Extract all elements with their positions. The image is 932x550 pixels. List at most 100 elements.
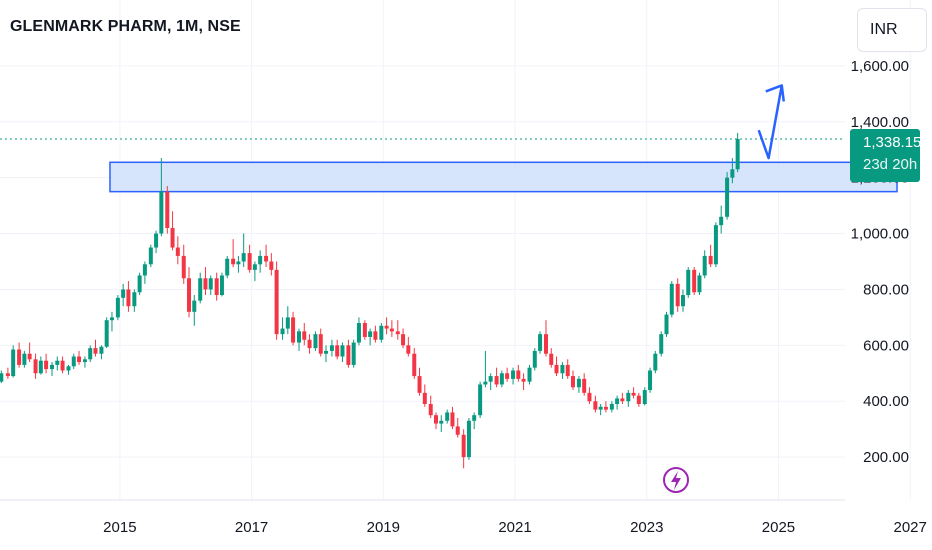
candle-body[interactable] — [362, 322, 367, 337]
candle-body[interactable] — [318, 334, 323, 354]
candle-body[interactable] — [231, 258, 236, 265]
candle-body[interactable] — [401, 334, 406, 346]
candle-body[interactable] — [187, 278, 192, 312]
candle-body[interactable] — [165, 191, 170, 228]
candle-body[interactable] — [159, 191, 164, 234]
candle-body[interactable] — [170, 227, 175, 248]
candle-body[interactable] — [121, 289, 126, 298]
candle-body[interactable] — [258, 255, 263, 265]
candle-body[interactable] — [33, 359, 38, 374]
candle-body[interactable] — [269, 261, 274, 270]
candle-body[interactable] — [88, 348, 93, 360]
candle-body[interactable] — [93, 348, 98, 354]
candle-body[interactable] — [154, 233, 159, 248]
candle-body[interactable] — [280, 328, 285, 335]
candle-body[interactable] — [543, 334, 548, 354]
candle-body[interactable] — [389, 328, 394, 332]
candle-body[interactable] — [719, 216, 724, 226]
candle-body[interactable] — [433, 415, 438, 424]
candle-body[interactable] — [538, 334, 543, 351]
candle-body[interactable] — [549, 353, 554, 365]
candle-body[interactable] — [680, 295, 685, 307]
candle-body[interactable] — [576, 378, 581, 388]
candle-body[interactable] — [373, 331, 378, 340]
candle-body[interactable] — [675, 283, 680, 307]
candle-body[interactable] — [313, 334, 318, 349]
candle-body[interactable] — [274, 269, 279, 335]
candle-body[interactable] — [27, 353, 32, 360]
candle-body[interactable] — [615, 398, 620, 405]
candle-body[interactable] — [379, 325, 384, 340]
candle-body[interactable] — [499, 373, 504, 385]
candle-body[interactable] — [77, 356, 82, 363]
candle-body[interactable] — [560, 364, 565, 374]
candle-body[interactable] — [636, 395, 641, 405]
candle-body[interactable] — [725, 177, 730, 217]
candle-body[interactable] — [669, 283, 674, 315]
candle-body[interactable] — [708, 255, 713, 265]
candle-body[interactable] — [461, 434, 466, 458]
candle-body[interactable] — [472, 415, 477, 421]
candle-body[interactable] — [648, 370, 653, 391]
candle-body[interactable] — [82, 359, 87, 363]
candle-body[interactable] — [368, 331, 373, 337]
candle-body[interactable] — [214, 278, 219, 296]
candle-body[interactable] — [692, 269, 697, 293]
candle-body[interactable] — [17, 349, 22, 365]
candle-body[interactable] — [219, 275, 224, 296]
candle-body[interactable] — [297, 331, 302, 343]
currency-selector[interactable]: INR — [857, 8, 927, 52]
candle-body[interactable] — [71, 356, 76, 367]
candle-body[interactable] — [291, 317, 296, 343]
candle-body[interactable] — [511, 370, 516, 379]
candle-body[interactable] — [329, 345, 334, 351]
candle-body[interactable] — [642, 390, 647, 405]
candle-body[interactable] — [148, 247, 153, 265]
candle-body[interactable] — [115, 297, 120, 318]
candle-body[interactable] — [132, 292, 137, 307]
candle-body[interactable] — [137, 275, 142, 293]
resistance-zone[interactable] — [109, 161, 898, 193]
candle-body[interactable] — [351, 342, 356, 365]
candle-body[interactable] — [609, 404, 614, 410]
candle-body[interactable] — [307, 339, 312, 349]
candle-body[interactable] — [631, 392, 636, 396]
candle-body[interactable] — [478, 384, 483, 416]
candle-body[interactable] — [565, 364, 570, 377]
candle-body[interactable] — [626, 392, 631, 402]
projection-arrow[interactable] — [757, 85, 783, 160]
candle-body[interactable] — [50, 364, 55, 370]
candle-body[interactable] — [252, 264, 257, 270]
candle-body[interactable] — [236, 261, 241, 265]
candle-body[interactable] — [735, 139, 740, 170]
candle-body[interactable] — [659, 334, 664, 354]
candle-body[interactable] — [587, 392, 592, 402]
candle-body[interactable] — [324, 350, 329, 354]
candle-body[interactable] — [730, 169, 735, 178]
candle-body[interactable] — [554, 364, 559, 374]
candle-body[interactable] — [192, 300, 197, 312]
candle-body[interactable] — [60, 360, 65, 371]
candle-body[interactable] — [412, 353, 417, 377]
candle-body[interactable] — [582, 378, 587, 393]
candle-body[interactable] — [340, 345, 345, 357]
candle-body[interactable] — [109, 317, 114, 321]
candle-body[interactable] — [598, 406, 603, 410]
candle-body[interactable] — [55, 360, 60, 365]
candle-body[interactable] — [664, 314, 669, 335]
candle-body[interactable] — [247, 253, 252, 270]
candle-body[interactable] — [0, 373, 4, 382]
candle-body[interactable] — [203, 278, 208, 290]
candle-body[interactable] — [417, 376, 422, 393]
candle-body[interactable] — [702, 255, 707, 276]
candle-body[interactable] — [38, 360, 43, 374]
candle-body[interactable] — [346, 345, 351, 365]
candle-body[interactable] — [22, 353, 27, 365]
candle-body[interactable] — [225, 258, 230, 276]
candle-body[interactable] — [455, 426, 460, 435]
candle-body[interactable] — [335, 345, 340, 357]
candle-body[interactable] — [264, 255, 269, 262]
candle-body[interactable] — [44, 360, 49, 370]
candle-body[interactable] — [142, 264, 147, 276]
candle-body[interactable] — [450, 412, 455, 427]
